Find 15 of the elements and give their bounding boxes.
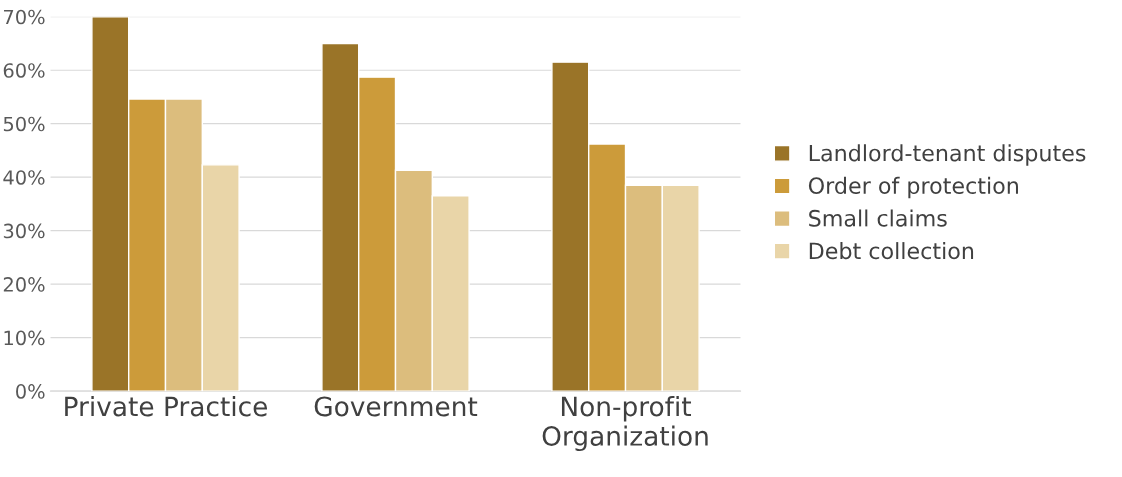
- y-tick-label: 0%: [16, 384, 45, 399]
- y-tick-label: 30%: [3, 223, 45, 239]
- y-tick-label: 40%: [3, 170, 45, 185]
- y-tick-label: 50%: [3, 116, 45, 132]
- y-tick-label: 60%: [3, 63, 45, 78]
- y-tick-label: 10%: [4, 330, 45, 346]
- x-tick-label: Government: [314, 396, 478, 417]
- legend-label: Debt collection: [809, 242, 974, 260]
- y-tick-label: 20%: [3, 277, 45, 292]
- legend-label: Small claims: [809, 209, 947, 227]
- x-tick-label: Private Practice: [65, 396, 267, 417]
- legend-label: Landlord-tenant disputes: [809, 144, 1086, 166]
- y-tick-label: 70%: [4, 9, 45, 25]
- x-tick-label: Non-profit Organization: [542, 396, 708, 452]
- legend-label: Order of protection: [808, 176, 1018, 199]
